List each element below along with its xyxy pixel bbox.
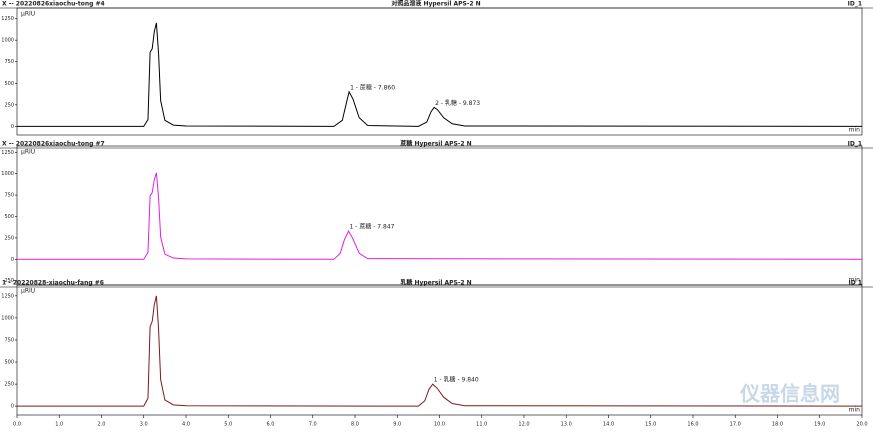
panel-title: 乳糖 Hypersil APS-2 N: [400, 279, 471, 287]
x-tick-label: 0.0: [13, 422, 21, 428]
header-left: X -- 20220826xiaochu-tong #7: [2, 141, 105, 148]
x-tick-label: 17.0: [730, 422, 741, 428]
x-tick-label: 1.0: [55, 422, 63, 428]
y-tick-label: 0: [11, 124, 14, 130]
x-tick-label: 13.0: [561, 422, 572, 428]
y-tick-label: 250: [4, 235, 14, 241]
signal-line: [17, 22, 863, 127]
header-right: ID 1: [849, 280, 862, 287]
header-right: ID_1: [848, 1, 862, 8]
x-tick-label: 7.0: [309, 422, 317, 428]
y-tick-label: -250: [3, 278, 14, 284]
watermark: 仪器信息网: [739, 382, 840, 406]
y-tick-label: 1250: [1, 150, 14, 156]
panel-title: 对照品溶液 Hypersil APS-2 N: [391, 0, 480, 8]
x-tick-label: 14.0: [603, 422, 614, 428]
y-axis-label: µRIU: [21, 149, 35, 156]
plot-frame: [16, 284, 863, 416]
y-tick-label: 250: [4, 102, 14, 108]
x-tick-label: 16.0: [687, 422, 698, 428]
y-tick-label: 1000: [1, 171, 14, 177]
signal-line: [17, 295, 863, 407]
peak-label: 1 - 乳糖 - 9.840: [434, 376, 479, 384]
y-tick-label: 500: [4, 81, 14, 87]
x-tick-label: 5.0: [224, 422, 232, 428]
y-tick-label: 250: [4, 382, 14, 388]
y-tick-label: 0: [11, 257, 14, 263]
plot-frame: [16, 145, 863, 286]
x-tick-label: 15.0: [645, 422, 656, 428]
y-tick-label: 750: [4, 337, 14, 343]
x-tick-label: 3.0: [140, 422, 148, 428]
signal-line: [17, 172, 863, 260]
x-tick-label: 18.0: [772, 422, 783, 428]
y-tick-label: 500: [4, 214, 14, 220]
header-right: ID_1: [848, 141, 862, 148]
x-axis-label: min: [849, 127, 861, 134]
x-axis-label: min: [849, 277, 861, 284]
y-tick-label: 1000: [1, 315, 14, 321]
peak-label: 1 - 蔗糖 - 7.847: [350, 223, 395, 231]
x-tick-label: 19.0: [814, 422, 825, 428]
y-tick-label: 750: [4, 193, 14, 199]
y-axis-label: µRIU: [21, 11, 35, 18]
x-tick-label: 12.0: [518, 422, 529, 428]
y-tick-label: 0: [11, 404, 14, 410]
x-tick-label: 4.0: [182, 422, 190, 428]
y-axis-label: µRIU: [21, 288, 35, 295]
x-tick-label: 6.0: [267, 422, 275, 428]
x-tick-label: 9.0: [393, 422, 401, 428]
x-tick-label: 10.0: [434, 422, 445, 428]
y-tick-label: 500: [4, 360, 14, 366]
x-axis-label: min: [849, 407, 861, 414]
y-tick-label: 1000: [1, 38, 14, 44]
x-tick-label: 8.0: [351, 422, 359, 428]
y-tick-label: 750: [4, 59, 14, 65]
y-tick-label: 1250: [1, 16, 14, 22]
peak-label: 1 - 蔗糖 - 7.860: [350, 83, 395, 91]
panel-title: 蔗糖 Hypersil APS-2 N: [399, 140, 471, 148]
x-tick-label: 20.0: [856, 422, 867, 428]
peak-label: 2 - 乳糖 - 9.873: [435, 99, 480, 107]
x-tick-label: 11.0: [476, 422, 487, 428]
plot-frame: [16, 7, 863, 136]
x-tick-label: 2.0: [98, 422, 106, 428]
header-left: 1 - 20220828-xiaochu-fang #6: [2, 280, 104, 287]
header-left: X -- 20220826xiaochu-tong #4: [2, 1, 105, 8]
y-tick-label: 1250: [1, 293, 14, 299]
